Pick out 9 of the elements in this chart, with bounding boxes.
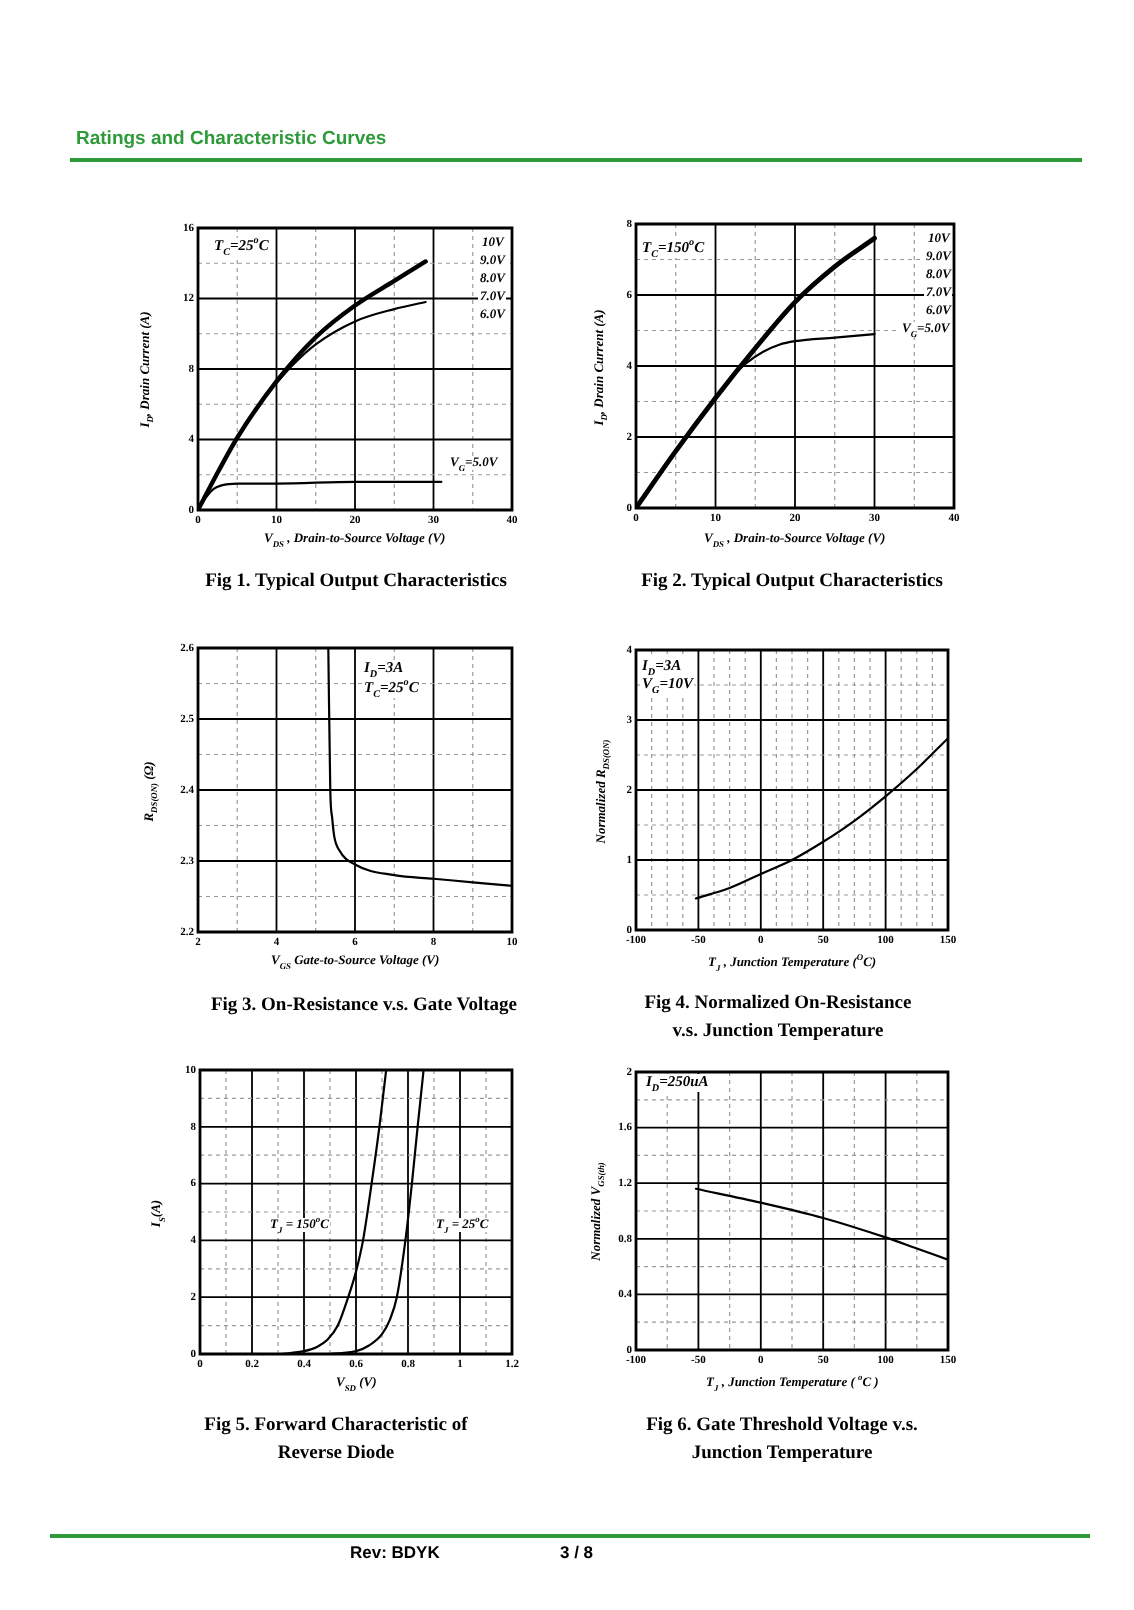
text: Fig 6. Gate Threshold Voltage v.s. Junction Temperature [644,1414,920,1468]
text: Fig 1. Typical Output Characteristics [203,570,509,596]
text: Rev: BDYK [350,1542,440,1564]
text: 3 / 8 [560,1542,594,1564]
text: Fig 2. Typical Output Characteristics [639,570,945,596]
text: Fig 4. Normalized On-Resistance v.s. Junction Temperature [642,992,914,1046]
text: Fig 3. On-Resistance v.s. Gate Voltage [208,994,520,1020]
text: Fig 5. Forward Characteristic of Reverse Diode [202,1414,470,1468]
text: Ratings and Characteristic Curves [76,128,387,152]
